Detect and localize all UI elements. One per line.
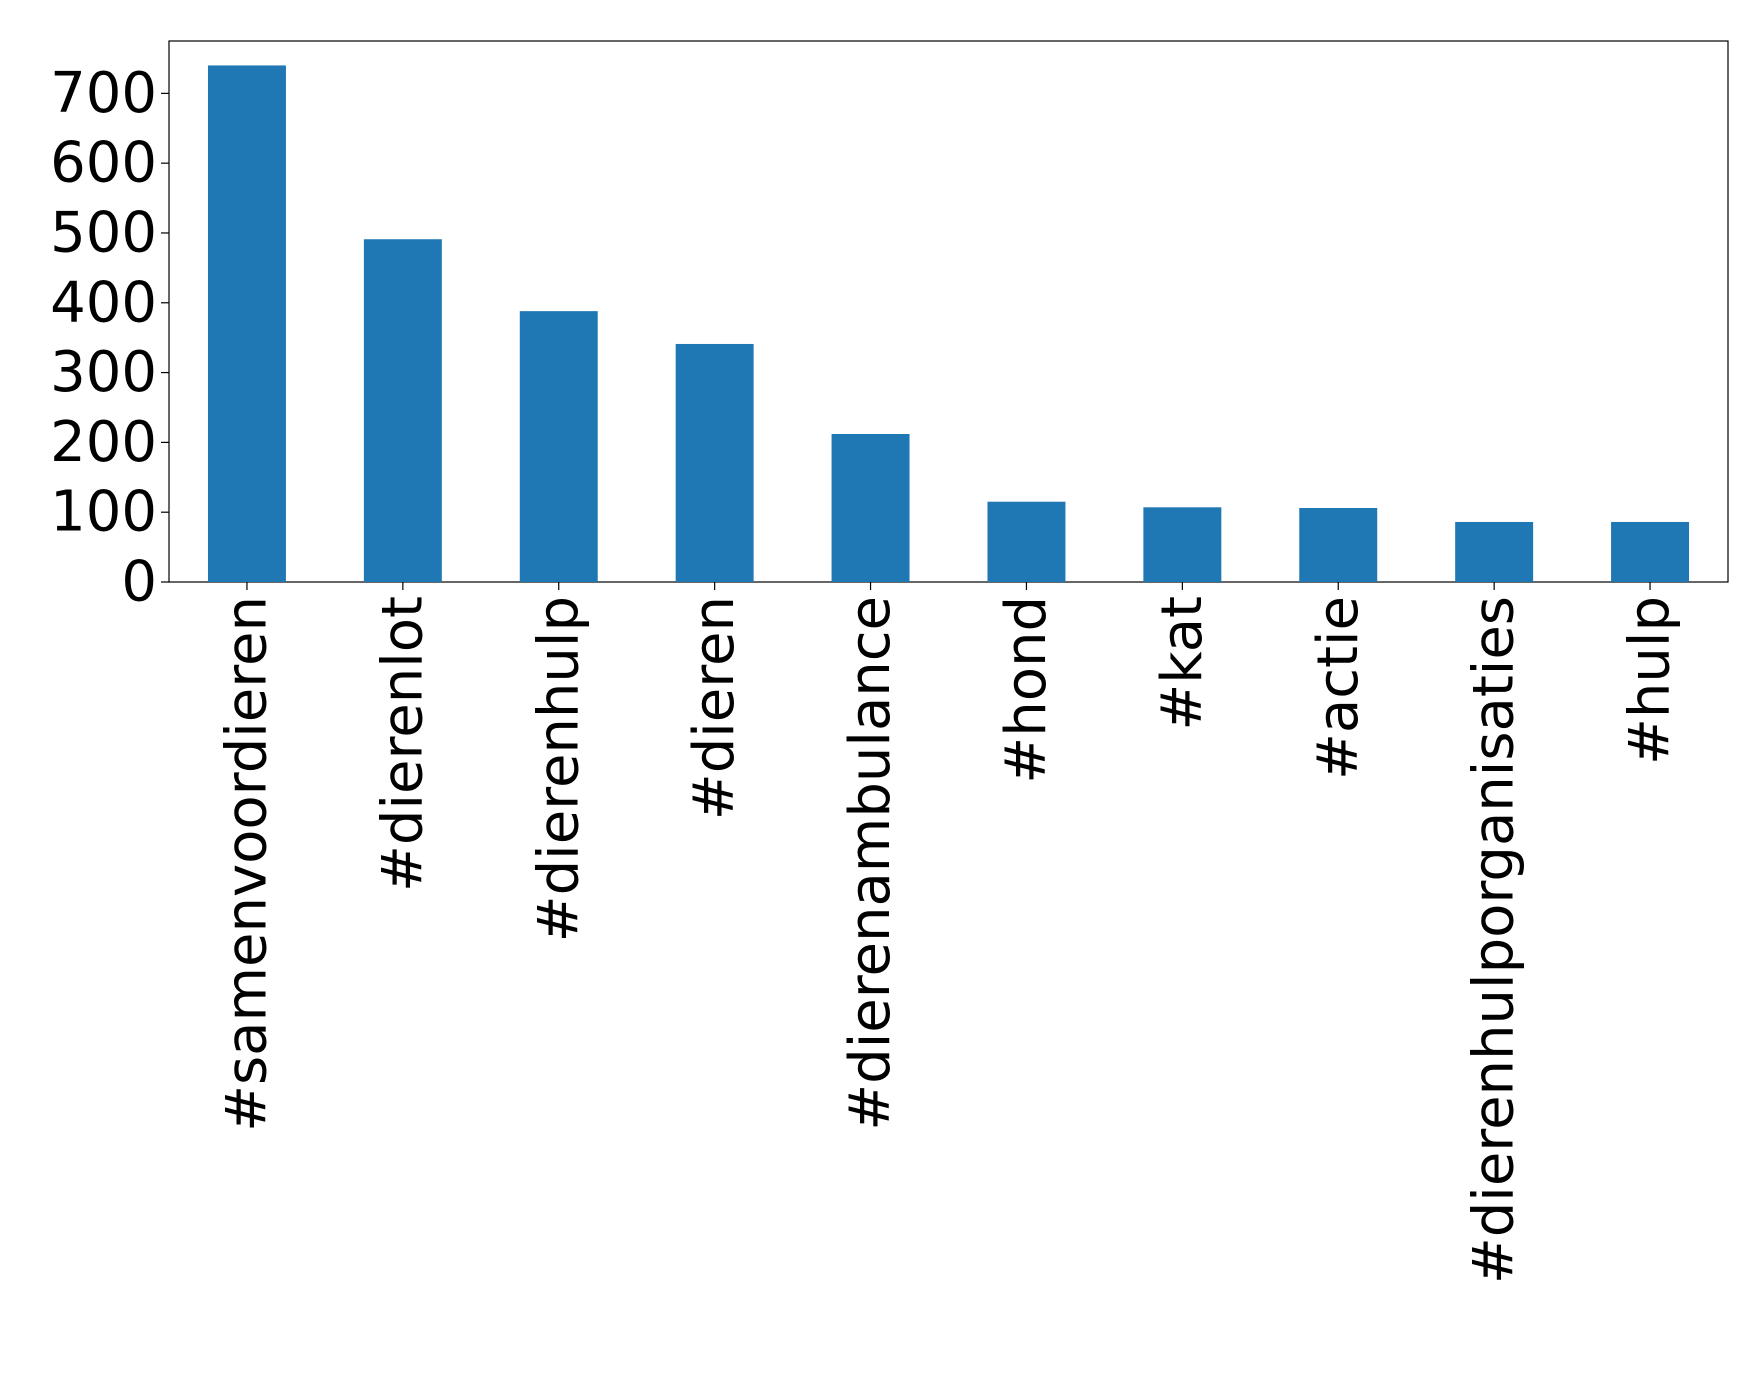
- plot-frame: [168, 40, 1729, 583]
- bar: [1455, 521, 1534, 582]
- x-tick-label: #samenvoordieren: [214, 596, 279, 1132]
- y-tick-label: 0: [121, 550, 157, 615]
- x-tick-label: #actie: [1306, 596, 1371, 780]
- y-tick-label: 100: [50, 480, 157, 545]
- y-tick-label: 700: [50, 61, 157, 126]
- x-tick-label: #hond: [994, 596, 1059, 784]
- y-tick-label: 500: [50, 200, 157, 265]
- bar: [207, 65, 286, 583]
- x-tick-label: #dierenlot: [370, 596, 435, 892]
- y-tick-label: 200: [50, 410, 157, 475]
- bar: [831, 434, 910, 582]
- bar: [1143, 507, 1222, 582]
- x-tick-label: #hulp: [1618, 596, 1683, 765]
- y-tick-label: 400: [50, 270, 157, 335]
- bar: [363, 239, 442, 583]
- bar: [1611, 521, 1690, 582]
- bar: [987, 501, 1066, 582]
- bar: [519, 311, 598, 582]
- y-tick-label: 300: [50, 340, 157, 405]
- bar: [1299, 508, 1378, 582]
- x-tick-label: #kat: [1150, 596, 1215, 731]
- x-tick-label: #dieren: [682, 596, 747, 820]
- x-tick-label: #dierenambulance: [838, 596, 903, 1131]
- x-tick-label: #dierenhulp: [526, 596, 591, 942]
- x-tick-label: #dierenhulporganisaties: [1462, 596, 1527, 1284]
- bar: [675, 343, 754, 582]
- y-tick-label: 600: [50, 131, 157, 196]
